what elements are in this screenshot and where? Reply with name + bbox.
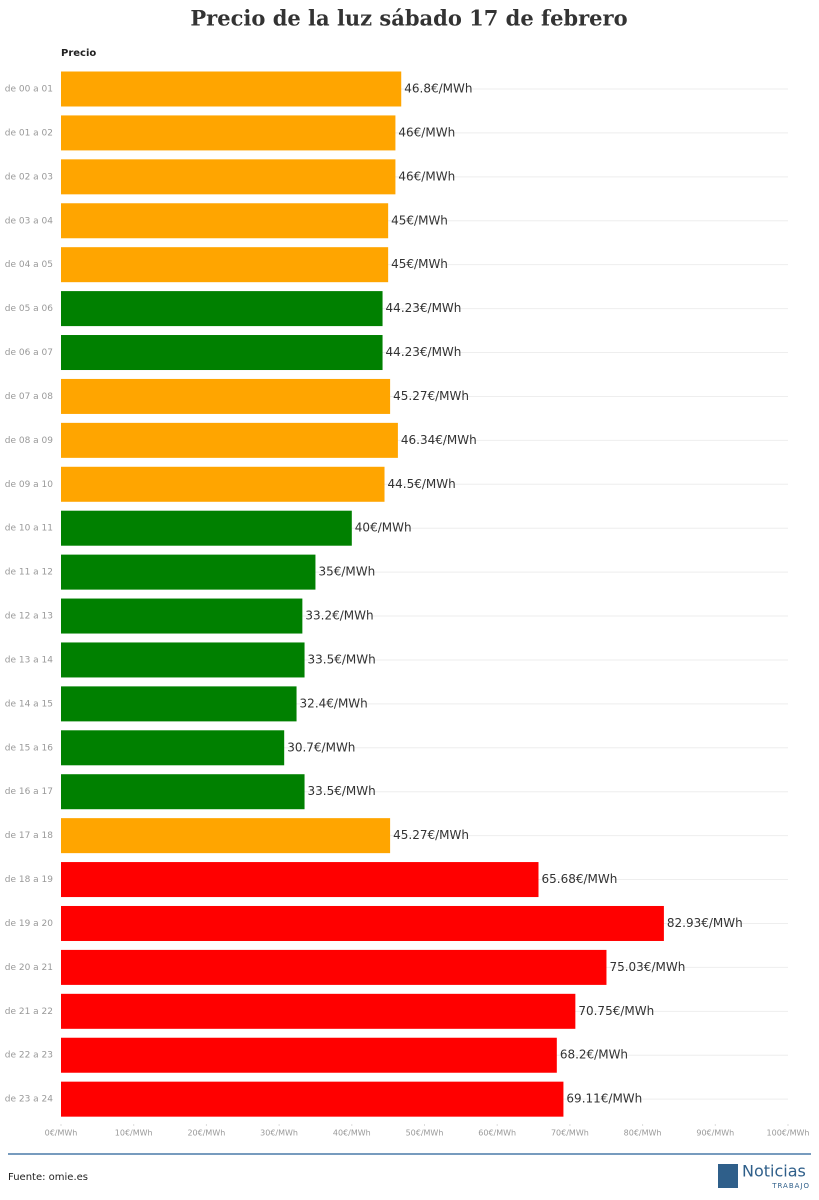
logo-icon — [718, 1164, 738, 1188]
bar — [61, 598, 303, 634]
y-tick-label: de 16 a 17 — [5, 787, 53, 797]
x-tick-label: 50€/MWh — [406, 1129, 444, 1138]
x-tick-label: 40€/MWh — [333, 1129, 371, 1138]
y-tick-label: de 11 a 12 — [5, 568, 53, 578]
source: Fuente: omie.es — [8, 1172, 88, 1183]
bar — [61, 774, 305, 810]
y-tick-label: de 05 a 06 — [5, 304, 54, 314]
y-tick-label: de 19 a 20 — [5, 919, 54, 929]
data-label: 75.03€/MWh — [609, 960, 685, 974]
y-tick-label: de 20 a 21 — [5, 963, 53, 973]
bar — [61, 949, 607, 985]
bar — [61, 510, 352, 546]
data-label: 45.27€/MWh — [393, 828, 469, 842]
data-label: 33.2€/MWh — [305, 609, 373, 623]
x-tick-label: 0€/MWh — [45, 1129, 78, 1138]
x-tick-label: 30€/MWh — [260, 1129, 298, 1138]
data-label: 65.68€/MWh — [541, 872, 617, 886]
bar — [61, 1037, 557, 1073]
data-label: 33.5€/MWh — [308, 652, 376, 666]
y-tick-label: de 21 a 22 — [5, 1007, 53, 1017]
y-tick-label: de 04 a 05 — [5, 260, 53, 270]
y-tick-label: de 22 a 23 — [5, 1051, 53, 1061]
logo-main: Noticias — [742, 1162, 806, 1181]
bar — [61, 71, 402, 107]
bar — [61, 247, 389, 283]
x-tick-label: 20€/MWh — [187, 1129, 225, 1138]
x-tick-label: 60€/MWh — [478, 1129, 516, 1138]
y-tick-label: de 15 a 16 — [5, 743, 54, 753]
data-label: 30.7€/MWh — [287, 740, 355, 754]
bar — [61, 335, 383, 371]
y-tick-label: de 18 a 19 — [5, 875, 54, 885]
data-label: 45€/MWh — [391, 257, 448, 271]
bar — [61, 291, 383, 327]
data-label: 45.27€/MWh — [393, 389, 469, 403]
x-tick-label: 90€/MWh — [696, 1129, 734, 1138]
data-label: 44.5€/MWh — [388, 477, 456, 491]
y-tick-label: de 03 a 04 — [5, 216, 54, 226]
bar — [61, 378, 391, 414]
y-tick-label: de 17 a 18 — [5, 831, 54, 841]
logo-sub: TRABAJO — [771, 1182, 810, 1190]
bar — [61, 905, 664, 941]
bar — [61, 1081, 564, 1117]
y-tick-label: de 13 a 14 — [5, 655, 54, 665]
data-label: 46€/MWh — [398, 169, 455, 183]
data-label: 44.23€/MWh — [386, 345, 462, 359]
data-label: 46€/MWh — [398, 125, 455, 139]
y-tick-label: de 23 a 24 — [5, 1095, 54, 1105]
bar — [61, 993, 576, 1029]
data-label: 45€/MWh — [391, 213, 448, 227]
column-label: Precio — [61, 48, 96, 59]
y-tick-label: de 10 a 11 — [5, 524, 53, 534]
data-label: 46.34€/MWh — [401, 433, 477, 447]
bar — [61, 159, 396, 195]
x-tick-label: 10€/MWh — [115, 1129, 153, 1138]
data-label: 40€/MWh — [355, 521, 412, 535]
bar — [61, 422, 398, 458]
data-label: 82.93€/MWh — [667, 916, 743, 930]
bar — [61, 115, 396, 151]
data-label: 70.75€/MWh — [578, 1004, 654, 1018]
y-tick-label: de 00 a 01 — [5, 85, 53, 95]
x-tick-label: 100€/MWh — [767, 1129, 810, 1138]
bar — [61, 466, 385, 502]
bar — [61, 686, 297, 722]
bar — [61, 203, 389, 239]
y-tick-label: de 08 a 09 — [5, 436, 54, 446]
bar — [61, 818, 391, 854]
data-label: 44.23€/MWh — [386, 301, 462, 315]
y-tick-label: de 02 a 03 — [5, 172, 53, 182]
y-tick-label: de 06 a 07 — [5, 348, 53, 358]
data-label: 33.5€/MWh — [308, 784, 376, 798]
x-tick-label: 70€/MWh — [551, 1129, 589, 1138]
bar — [61, 862, 539, 898]
data-label: 35€/MWh — [318, 565, 375, 579]
data-label: 69.11€/MWh — [566, 1092, 642, 1106]
data-label: 46.8€/MWh — [404, 82, 472, 96]
data-label: 32.4€/MWh — [300, 696, 368, 710]
bar — [61, 730, 285, 766]
y-tick-label: de 01 a 02 — [5, 128, 53, 138]
chart-title: Precio de la luz sábado 17 de febrero — [190, 6, 627, 31]
bar — [61, 554, 316, 590]
data-label: 68.2€/MWh — [560, 1048, 628, 1062]
bar — [61, 642, 305, 678]
y-tick-label: de 07 a 08 — [5, 392, 54, 402]
x-tick-label: 80€/MWh — [624, 1129, 662, 1138]
y-tick-label: de 12 a 13 — [5, 612, 53, 622]
y-tick-label: de 09 a 10 — [5, 480, 54, 490]
y-tick-label: de 14 a 15 — [5, 699, 53, 709]
